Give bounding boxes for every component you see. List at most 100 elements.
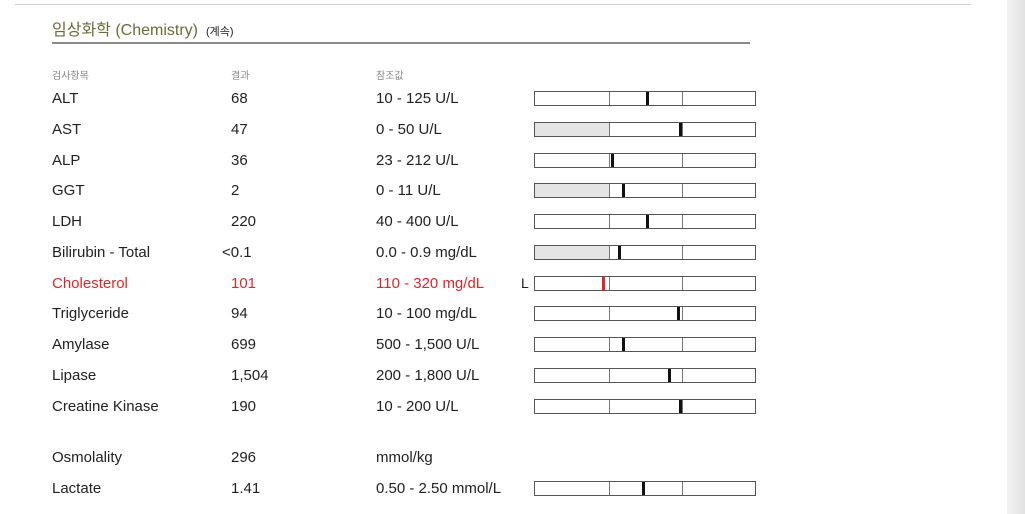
table-row: LDH 220 40 - 400 U/L xyxy=(0,211,1000,235)
range-bar-marker xyxy=(622,338,625,351)
reference-range: 0.0 - 0.9 mg/dL xyxy=(376,244,477,261)
range-bar xyxy=(534,337,756,352)
section-title: 임상화학 (Chemistry) (계속) xyxy=(52,16,234,40)
range-bar xyxy=(534,91,756,106)
range-bar-divider xyxy=(609,215,610,228)
test-name: ALP xyxy=(52,152,81,169)
reference-range: 0 - 11 U/L xyxy=(376,182,441,199)
range-bar xyxy=(534,153,756,168)
table-row: Cholesterol 101 110 - 320 mg/dL L xyxy=(0,273,1000,297)
range-bar-divider xyxy=(609,400,610,413)
range-bar-divider xyxy=(609,482,610,495)
table-row: Osmolality 296 mmol/kg xyxy=(0,447,1000,471)
test-result: 36 xyxy=(231,152,248,169)
reference-range: 200 - 1,800 U/L xyxy=(376,367,480,384)
test-result: 220 xyxy=(231,213,257,230)
range-bar xyxy=(534,183,756,198)
range-bar-divider xyxy=(682,307,683,320)
test-result: 68 xyxy=(231,90,248,107)
test-name: Amylase xyxy=(52,336,110,353)
test-result: 101 xyxy=(231,275,257,292)
range-bar-divider xyxy=(682,482,683,495)
test-result: 94 xyxy=(231,305,248,322)
range-bar-marker xyxy=(642,482,645,495)
range-bar-divider xyxy=(682,369,683,382)
range-bar xyxy=(534,399,756,414)
range-bar-divider xyxy=(609,338,610,351)
range-bar-divider xyxy=(682,92,683,105)
range-bar xyxy=(534,122,756,137)
table-row: Lipase 1,504 200 - 1,800 U/L xyxy=(0,365,1000,389)
reference-range: 23 - 212 U/L xyxy=(376,152,459,169)
column-header-result: 결과 xyxy=(231,71,250,82)
range-bar-low-zone xyxy=(535,246,609,259)
reference-range: 10 - 125 U/L xyxy=(376,90,459,107)
table-row: ALP 36 23 - 212 U/L xyxy=(0,150,1000,174)
reference-range: 40 - 400 U/L xyxy=(376,213,459,230)
range-bar-marker xyxy=(677,307,680,320)
range-bar-divider xyxy=(609,184,610,197)
range-bar xyxy=(534,306,756,321)
range-bar-divider xyxy=(682,154,683,167)
range-bar-marker xyxy=(618,246,621,259)
range-bar-divider xyxy=(682,184,683,197)
test-result: 190 xyxy=(231,398,257,415)
range-bar-divider xyxy=(682,400,683,413)
test-name: Triglyceride xyxy=(52,305,129,322)
reference-range: mmol/kg xyxy=(376,449,433,466)
low-flag: L xyxy=(521,275,529,291)
range-bar-divider xyxy=(609,307,610,320)
test-result: 2 xyxy=(231,182,240,199)
page-edge-shadow xyxy=(1007,0,1025,514)
range-bar-marker xyxy=(668,369,671,382)
section-subtitle: (계속) xyxy=(206,26,234,38)
test-name: Lactate xyxy=(52,480,102,497)
range-bar-marker xyxy=(646,215,649,228)
range-bar xyxy=(534,276,756,291)
reference-range: 110 - 320 mg/dL xyxy=(376,275,485,292)
range-bar xyxy=(534,481,756,496)
test-name: AST xyxy=(52,121,82,138)
test-name: Lipase xyxy=(52,367,97,384)
range-bar-divider xyxy=(682,123,683,136)
table-row: Creatine Kinase 190 10 - 200 U/L xyxy=(0,396,1000,420)
test-result: 1,504 xyxy=(231,367,269,384)
range-bar-divider xyxy=(682,338,683,351)
column-header-item: 검사항목 xyxy=(52,71,89,82)
reference-range: 10 - 100 mg/dL xyxy=(376,305,477,322)
test-name: ALT xyxy=(52,90,79,107)
range-bar-marker xyxy=(679,123,682,136)
table-row: Triglyceride 94 10 - 100 mg/dL xyxy=(0,303,1000,327)
test-result: 699 xyxy=(231,336,257,353)
range-bar-marker xyxy=(622,184,625,197)
reference-range: 0 - 50 U/L xyxy=(376,121,442,138)
range-bar-divider xyxy=(609,277,610,290)
column-header-reference: 참조값 xyxy=(376,71,404,82)
top-divider xyxy=(15,4,971,5)
table-row: Bilirubin - Total <0.1 0.0 - 0.9 mg/dL xyxy=(0,242,1000,266)
range-bar-divider xyxy=(682,277,683,290)
range-bar xyxy=(534,214,756,229)
section-title-text: 임상화학 (Chemistry) xyxy=(52,22,198,39)
table-row: ALT 68 10 - 125 U/L xyxy=(0,88,1000,112)
test-result: 47 xyxy=(231,121,248,138)
test-name: Creatine Kinase xyxy=(52,398,159,415)
range-bar xyxy=(534,368,756,383)
test-result: <0.1 xyxy=(222,244,252,261)
range-bar-low-zone xyxy=(535,184,609,197)
range-bar-divider xyxy=(609,123,610,136)
range-bar-low-zone xyxy=(535,123,609,136)
range-bar-marker xyxy=(679,400,682,413)
range-bar-divider xyxy=(609,369,610,382)
range-bar-divider xyxy=(609,246,610,259)
range-bar xyxy=(534,245,756,260)
test-name: Osmolality xyxy=(52,449,123,466)
test-result: 296 xyxy=(231,449,257,466)
range-bar-divider xyxy=(682,215,683,228)
reference-range: 10 - 200 U/L xyxy=(376,398,459,415)
range-bar-marker xyxy=(646,92,649,105)
range-bar-marker xyxy=(602,277,605,290)
range-bar-divider xyxy=(682,246,683,259)
title-underline xyxy=(52,42,750,44)
range-bar-marker xyxy=(611,154,614,167)
